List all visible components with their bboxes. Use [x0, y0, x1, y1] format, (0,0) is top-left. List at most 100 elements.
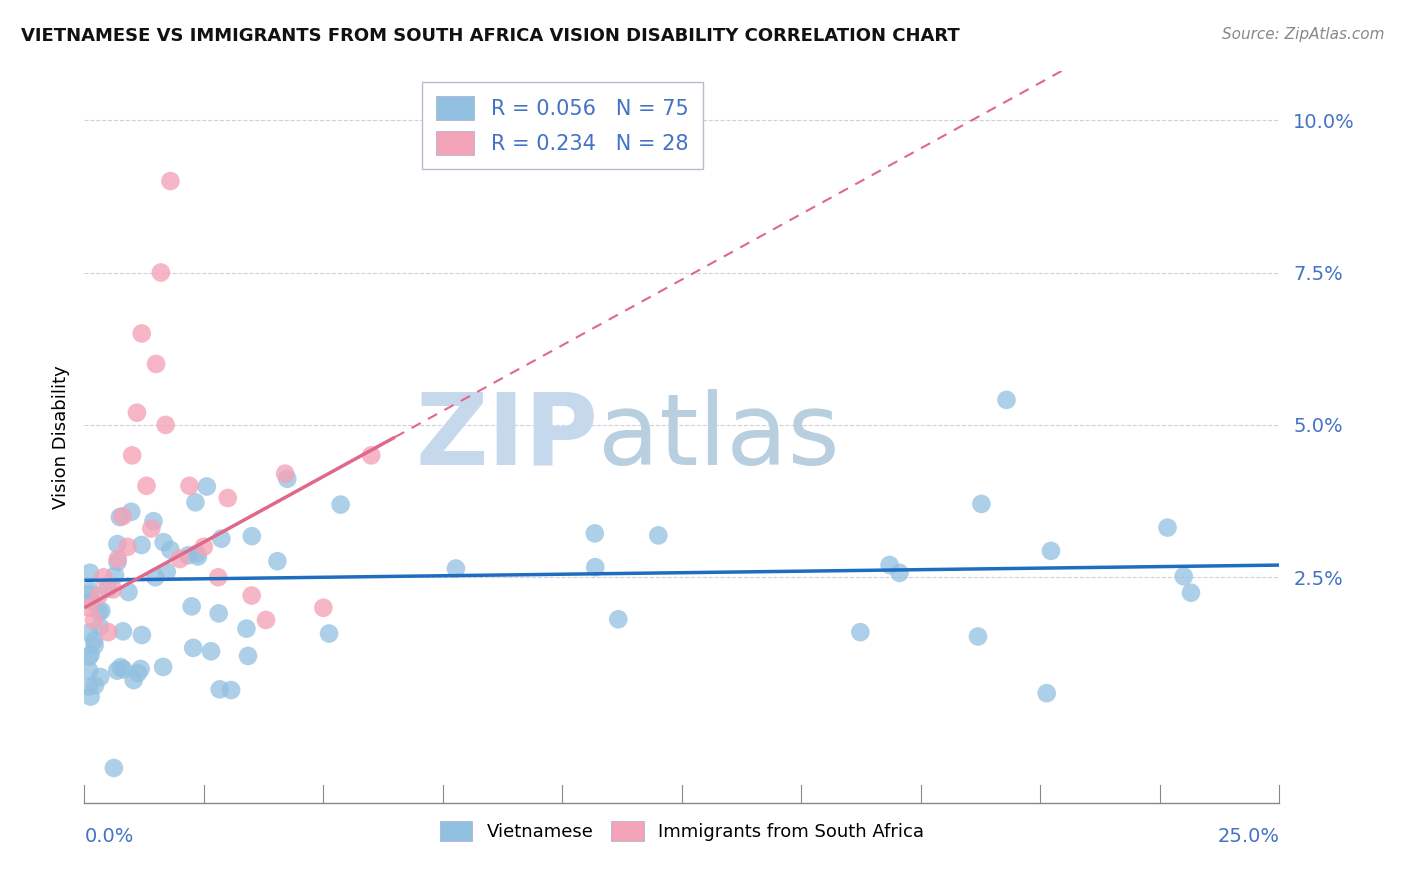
Point	[254, 613, 277, 627]
Point	[107, 552, 129, 566]
Point	[217, 491, 239, 505]
Point	[849, 625, 872, 640]
Point	[208, 607, 231, 621]
Point	[219, 683, 242, 698]
Point	[318, 626, 340, 640]
Point	[107, 555, 129, 569]
Point	[79, 583, 101, 598]
Text: Source: ZipAtlas.com: Source: ZipAtlas.com	[1222, 27, 1385, 42]
Text: 25.0%: 25.0%	[1218, 827, 1279, 847]
Point	[77, 600, 100, 615]
Point	[111, 509, 134, 524]
Point	[186, 547, 208, 561]
Text: ZIP: ZIP	[415, 389, 599, 485]
Point	[79, 587, 101, 601]
Point	[111, 624, 134, 639]
Point	[77, 649, 100, 664]
Point	[117, 540, 139, 554]
Point	[889, 566, 911, 580]
Point	[159, 174, 181, 188]
Point	[89, 670, 111, 684]
Point	[200, 644, 222, 658]
Point	[1180, 586, 1202, 600]
Point	[83, 613, 105, 627]
Point	[329, 498, 352, 512]
Point	[152, 535, 174, 549]
Point	[607, 612, 630, 626]
Point	[156, 565, 179, 579]
Point	[159, 542, 181, 557]
Point	[84, 678, 107, 692]
Point	[1173, 569, 1195, 583]
Point	[995, 392, 1018, 407]
Point	[87, 589, 110, 603]
Point	[208, 682, 231, 697]
Point	[444, 561, 467, 575]
Point	[122, 673, 145, 687]
Point	[967, 630, 990, 644]
Point	[149, 266, 172, 280]
Point	[117, 585, 139, 599]
Point	[240, 529, 263, 543]
Point	[169, 552, 191, 566]
Point	[141, 521, 163, 535]
Y-axis label: Vision Disability: Vision Disability	[52, 365, 70, 509]
Point	[207, 570, 229, 584]
Point	[184, 495, 207, 509]
Point	[131, 538, 153, 552]
Point	[135, 479, 157, 493]
Text: VIETNAMESE VS IMMIGRANTS FROM SOUTH AFRICA VISION DISABILITY CORRELATION CHART: VIETNAMESE VS IMMIGRANTS FROM SOUTH AFRI…	[21, 27, 960, 45]
Point	[145, 357, 167, 371]
Point	[155, 417, 177, 432]
Point	[583, 560, 606, 574]
Point	[647, 528, 669, 542]
Point	[90, 604, 112, 618]
Point	[104, 568, 127, 582]
Point	[93, 570, 115, 584]
Point	[142, 514, 165, 528]
Point	[97, 582, 120, 596]
Point	[143, 570, 166, 584]
Point	[193, 540, 215, 554]
Point	[129, 662, 152, 676]
Point	[209, 532, 232, 546]
Point	[970, 497, 993, 511]
Text: atlas: atlas	[599, 389, 839, 485]
Point	[180, 599, 202, 614]
Point	[181, 640, 204, 655]
Point	[79, 690, 101, 704]
Point	[274, 467, 297, 481]
Point	[105, 537, 128, 551]
Point	[879, 558, 901, 572]
Point	[179, 479, 201, 493]
Point	[77, 680, 100, 694]
Point	[97, 625, 120, 640]
Point	[1039, 544, 1062, 558]
Point	[77, 664, 100, 678]
Point	[79, 648, 101, 662]
Point	[1156, 520, 1178, 534]
Point	[89, 620, 111, 634]
Point	[131, 628, 153, 642]
Point	[101, 582, 124, 597]
Point	[89, 605, 111, 619]
Point	[103, 761, 125, 775]
Point	[266, 554, 288, 568]
Point	[235, 622, 257, 636]
Point	[112, 662, 135, 676]
Point	[187, 549, 209, 564]
Point	[276, 472, 298, 486]
Point	[110, 660, 132, 674]
Point	[105, 664, 128, 678]
Point	[177, 549, 200, 563]
Point	[583, 526, 606, 541]
Point	[127, 665, 149, 680]
Point	[240, 589, 263, 603]
Point	[1035, 686, 1057, 700]
Point	[195, 479, 218, 493]
Point	[360, 448, 382, 462]
Text: 0.0%: 0.0%	[84, 827, 134, 847]
Legend: Vietnamese, Immigrants from South Africa: Vietnamese, Immigrants from South Africa	[432, 814, 932, 848]
Point	[125, 406, 148, 420]
Point	[120, 505, 142, 519]
